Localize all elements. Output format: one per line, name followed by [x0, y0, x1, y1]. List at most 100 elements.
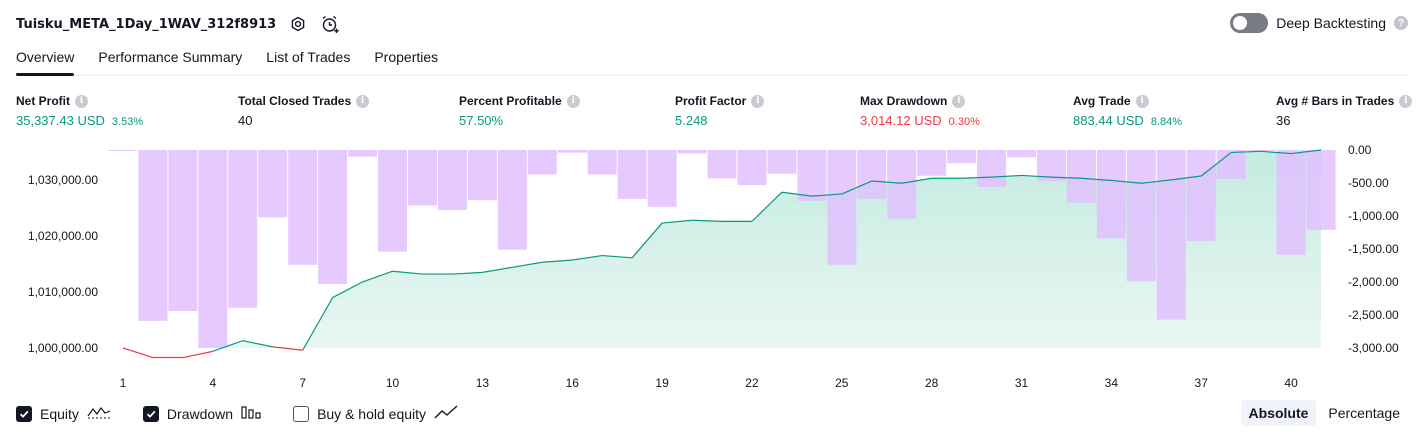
drawdown-bar: [707, 150, 737, 179]
left-tick-label: 1,000,000.00: [28, 341, 98, 355]
x-tick-label: 31: [1015, 376, 1029, 390]
metric-percent: 0.30%: [948, 116, 980, 128]
equity-segment: [991, 174, 1022, 178]
equity-segment: [1291, 149, 1322, 155]
right-tick-label: 0.00: [1348, 143, 1372, 157]
metric-avg-trade: Avg Trade i 883.44 USD 8.84%: [1073, 93, 1182, 128]
equity-segment: [901, 177, 932, 184]
drawdown-bar: [527, 150, 557, 175]
equity-segment: [512, 261, 543, 268]
info-icon[interactable]: i: [1135, 94, 1149, 108]
equity-drawdown-chart[interactable]: 1,000,000.00 1,010,000.00 1,020,000.00 1,03…: [0, 140, 1424, 396]
metric-value: 57.50%: [459, 113, 504, 128]
info-icon[interactable]: i: [356, 94, 370, 108]
metric-label: Net Profit: [16, 94, 70, 108]
right-tick-label: -500.00: [1348, 176, 1389, 190]
metric-avg-bars: Avg # Bars in Trades i 36: [1276, 93, 1413, 128]
deep-backtesting-label: Deep Backtesting: [1276, 15, 1386, 31]
legend-equity[interactable]: Equity: [16, 404, 111, 423]
metric-label: Avg # Bars in Trades: [1276, 94, 1395, 108]
drawdown-bar: [977, 150, 1007, 187]
equity-segment: [1200, 151, 1232, 177]
drawdown-bar: [1007, 150, 1036, 158]
legend-buy-hold[interactable]: Buy & hold equity: [293, 404, 458, 423]
equity-segment: [1021, 174, 1052, 178]
tab-properties[interactable]: Properties: [374, 49, 439, 65]
drawdown-bar: [887, 150, 917, 219]
metric-profit-factor: Profit Factor i 5.248: [675, 93, 765, 128]
metric-label: Max Drawdown: [860, 94, 948, 108]
percentage-button[interactable]: Percentage: [1328, 405, 1400, 421]
help-icon[interactable]: ?: [1394, 16, 1408, 30]
gear-icon[interactable]: [288, 14, 308, 34]
report-tabs: Overview Performance Summary List of Tra…: [16, 46, 1408, 76]
left-tick-label: 1,030,000.00: [28, 173, 98, 187]
tab-overview[interactable]: Overview: [16, 46, 75, 76]
x-tick-label: 28: [925, 376, 939, 390]
x-tick-label: 34: [1105, 376, 1119, 390]
equity-fill-area: [122, 150, 1322, 348]
equity-segment: [602, 254, 633, 259]
drawdown-bar: [1246, 150, 1276, 151]
info-icon[interactable]: i: [1399, 94, 1413, 108]
x-tick-label: 16: [566, 376, 580, 390]
equity-segment: [631, 222, 663, 259]
value-mode-switch: Absolute Percentage: [1240, 400, 1409, 426]
absolute-button[interactable]: Absolute: [1240, 400, 1317, 426]
drawdown-bar: [228, 150, 258, 308]
x-tick-label: 19: [655, 376, 669, 390]
equity-segment: [1171, 175, 1202, 181]
drawdown-bar: [258, 150, 288, 218]
drawdown-bars: [108, 150, 1336, 348]
drawdown-bar: [138, 150, 168, 321]
equity-checkbox[interactable]: [16, 405, 32, 422]
equity-segment: [212, 340, 243, 352]
drawdown-bar: [288, 150, 318, 265]
drawdown-bar: [168, 150, 198, 312]
drawdown-bar: [437, 150, 467, 211]
tab-performance-summary[interactable]: Performance Summary: [98, 49, 243, 65]
drawdown-bar: [947, 150, 977, 164]
left-tick-label: 1,020,000.00: [28, 229, 98, 243]
metric-total-closed-trades: Total Closed Trades i 40: [238, 93, 370, 128]
metric-value: 35,337.43 USD: [16, 113, 105, 128]
x-tick-label: 13: [476, 376, 490, 390]
drawdown-bar: [557, 150, 587, 153]
trend-line-icon: [434, 404, 458, 423]
drawdown-bar: [617, 150, 647, 199]
info-icon[interactable]: i: [75, 94, 88, 108]
info-icon[interactable]: i: [566, 94, 580, 108]
metric-value: 36: [1276, 113, 1291, 128]
legend-drawdown[interactable]: Drawdown: [142, 404, 261, 423]
equity-segment: [1231, 150, 1262, 154]
metric-value: 883.44 USD: [1073, 113, 1144, 128]
info-icon[interactable]: i: [952, 94, 966, 108]
drawdown-bar: [467, 150, 497, 201]
metric-label: Total Closed Trades: [238, 94, 352, 108]
drawdown-bar: [378, 150, 408, 252]
drawdown-bar: [198, 150, 228, 348]
metric-max-drawdown: Max Drawdown i 3,014.12 USD 0.30%: [860, 93, 980, 128]
legend-buy-hold-label: Buy & hold equity: [317, 405, 427, 422]
x-tick-label: 7: [299, 376, 306, 390]
equity-segment: [572, 254, 603, 261]
left-axis: 1,000,000.00 1,010,000.00 1,020,000.00 1,03…: [28, 173, 98, 355]
drawdown-bar: [797, 150, 827, 201]
info-icon[interactable]: i: [751, 94, 765, 108]
tab-list-of-trades[interactable]: List of Trades: [266, 49, 351, 65]
alarm-clock-plus-icon[interactable]: [320, 14, 340, 34]
metric-percent-profitable: Percent Profitable i 57.50%: [459, 93, 580, 128]
drawdown-bar: [1096, 150, 1126, 239]
equity-segment: [1261, 150, 1292, 155]
chart-legend: Equity Drawdown Buy & hold equity: [16, 404, 490, 423]
drawdown-bar: [1216, 150, 1246, 180]
buy-hold-checkbox[interactable]: [293, 405, 310, 422]
drawdown-bar: [1036, 150, 1066, 182]
right-axis: 0.00 -500.00 -1,000.00 -1,500.00 -2,000.00 -2…: [1348, 143, 1399, 355]
right-tick-label: -3,000.00: [1348, 341, 1399, 355]
strategy-header: Tuisku_META_1Day_1WAV_312f8913: [16, 12, 340, 36]
deep-backtesting-toggle[interactable]: [1230, 13, 1269, 33]
equity-line-icon: [87, 404, 111, 423]
equity-segment: [692, 219, 723, 222]
drawdown-checkbox[interactable]: [142, 405, 159, 422]
